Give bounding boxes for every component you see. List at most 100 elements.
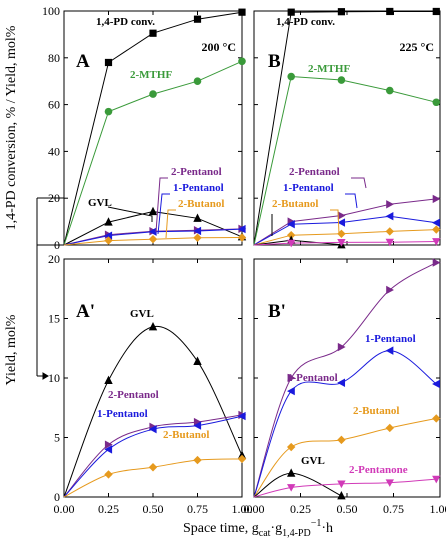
- leader-line: [107, 206, 153, 222]
- leader-line: [345, 193, 358, 209]
- marker-2-pentanol: [193, 417, 202, 427]
- x-tick-label: 0.75: [383, 502, 404, 516]
- marker-1-pentanol: [237, 224, 246, 234]
- annotation-1-pentanol: 1-Pentanol: [173, 182, 224, 194]
- marker-2-butanol: [337, 435, 346, 445]
- series-line-1-pentanol: [253, 350, 437, 498]
- marker-2-butanol: [237, 454, 247, 464]
- series-1-pentanol: [63, 411, 246, 498]
- marker-gvl: [287, 468, 296, 477]
- annotations: 1,4-PD conv. 2-MTHF 1,4-PD conv. 2-MTHF GVL 2…: [88, 16, 416, 476]
- marker-gvl: [193, 213, 202, 222]
- marker-2-pentanol: [386, 200, 394, 209]
- marker-1-pentanol: [193, 421, 202, 430]
- marker-1-pentanol: [237, 411, 246, 421]
- marker-gvl: [337, 491, 346, 500]
- marker-1-4-pd-conv: [287, 8, 295, 16]
- marker-2-pentanone: [287, 484, 296, 492]
- marker-2-butanol: [104, 236, 113, 245]
- x-tick-label: 1.00: [232, 502, 253, 516]
- marker-2-mthf: [287, 72, 296, 81]
- leader-line: [165, 209, 176, 239]
- annotation-gvl: GVL: [130, 308, 154, 320]
- marker-1-pentanol: [287, 219, 295, 229]
- series-gvl: [63, 322, 247, 498]
- marker-2-mthf: [337, 76, 346, 84]
- marker-2-butanol: [432, 414, 441, 423]
- marker-gvl: [148, 206, 158, 216]
- y-tick-label: 10: [48, 371, 60, 385]
- marker-1-4-pd-conv: [193, 15, 202, 23]
- marker-2-mthf: [193, 77, 202, 85]
- annotation-gvl: GVL: [88, 197, 112, 209]
- plot-frame: [253, 258, 441, 498]
- series-2-mthf: [253, 72, 441, 246]
- marker-2-pentanone: [432, 238, 441, 246]
- series-2-butanol: [253, 225, 441, 246]
- zoom-connector: [36, 197, 64, 380]
- annotation-2-butanol: 2-Butanol: [272, 198, 318, 210]
- annotation-1-pentanol: 1-Pentanol: [283, 182, 334, 194]
- panel-b: B 225 °C: [253, 7, 441, 249]
- series-1-4-pd-conv: [63, 8, 246, 246]
- marker-2-butanol: [193, 455, 202, 465]
- series-1-4-pd-conv: [253, 7, 440, 246]
- panel-label-a: A: [76, 51, 90, 72]
- series-line-2-butanol: [253, 418, 437, 498]
- temperature-label: 225 °C: [400, 40, 434, 54]
- annotation-2-mthf: 2-MTHF: [308, 63, 350, 75]
- annotation-2-butanol: 2-Butanol: [353, 405, 399, 417]
- series-line-2-pentanol: [253, 262, 437, 498]
- series-gvl: [253, 468, 346, 500]
- y-tick-label: 60: [48, 98, 60, 112]
- marker-gvl: [148, 322, 158, 331]
- leader-line: [157, 193, 170, 235]
- panel-a-prime: 0.00 0.25 0.50 0.75 1.00 0 5 10 15 20 A': [48, 252, 253, 516]
- marker-gvl: [104, 375, 113, 384]
- marker-1-pentanol: [148, 424, 157, 434]
- series-2-mthf: [63, 57, 246, 246]
- y-tick-label: 0: [54, 490, 60, 504]
- marker-1-4-pd-conv: [104, 58, 113, 67]
- series-2-butanol: [63, 454, 247, 498]
- marker-2-pentanol: [337, 211, 346, 220]
- series-2-butanol: [253, 414, 441, 498]
- marker-1-pentanol: [104, 445, 113, 454]
- marker-1-4-pd-conv: [238, 8, 246, 16]
- y-tick-label: 20: [48, 252, 60, 266]
- temperature-label: 200 °C: [202, 40, 236, 54]
- annotation-1-4-pd-conv: 1,4-PD conv.: [96, 16, 155, 28]
- marker-2-pentanol: [104, 440, 113, 449]
- panel-label-a-prime: A': [76, 301, 95, 322]
- series-line-2-pentanone: [253, 478, 437, 498]
- annotation-gvl: GVL: [301, 455, 325, 467]
- panel-b-prime: 0.00 0.25 0.50 0.75 1.00 B': [244, 258, 446, 516]
- marker-2-pentanol: [287, 373, 296, 383]
- x-axis-label: Space time, gcat·g1,4-PD−1·h: [183, 518, 333, 539]
- y-tick-label: 5: [54, 431, 60, 445]
- marker-1-pentanol: [193, 226, 202, 236]
- annotation-1-pentanol: 1-Pentanol: [97, 408, 148, 420]
- annotation-2-pentanone: 2-Pentanone: [349, 464, 408, 476]
- panel-label-b-prime: B': [268, 301, 286, 322]
- marker-2-pentanone: [432, 475, 441, 484]
- marker-2-butanol: [148, 234, 158, 244]
- marker-2-mthf: [385, 86, 394, 95]
- y-axis-label-bottom: Yield, mol%: [4, 314, 19, 385]
- marker-2-pentanol: [337, 342, 346, 352]
- annotation-2-pentanol: 2-Pentanol: [108, 389, 159, 401]
- series-1-pentanol: [253, 346, 440, 498]
- marker-2-butanol: [385, 423, 394, 433]
- series-2-pentanol: [253, 258, 441, 498]
- marker-2-pentanol: [386, 285, 394, 295]
- marker-2-butanol: [432, 225, 441, 234]
- x-tick-label: 1.00: [430, 502, 446, 516]
- y-tick-label: 80: [48, 51, 60, 65]
- marker-1-pentanol: [385, 346, 394, 355]
- marker-2-mthf: [149, 90, 157, 98]
- x-tick-label: 0.00: [54, 502, 75, 516]
- series-1-pentanol: [63, 224, 246, 246]
- marker-2-pentanol: [432, 194, 441, 204]
- marker-1-4-pd-conv: [386, 7, 394, 16]
- marker-1-pentanol: [337, 218, 346, 227]
